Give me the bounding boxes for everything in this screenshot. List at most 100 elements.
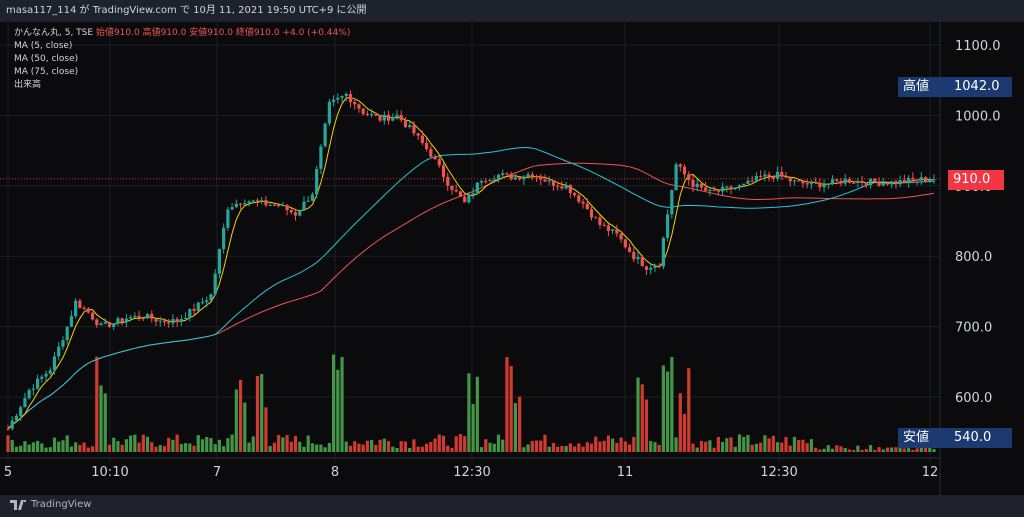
candle-body xyxy=(505,173,509,175)
candle-body xyxy=(340,95,344,98)
candle-body xyxy=(99,323,103,326)
candle-body xyxy=(843,178,847,184)
candle-body xyxy=(450,185,454,190)
volume-bar xyxy=(234,389,238,452)
legend-ma50[interactable]: MA (50, close) xyxy=(14,54,79,64)
candle-body xyxy=(57,346,61,357)
price-axis-label: 1000.0 xyxy=(955,109,1001,124)
candle-body xyxy=(674,164,678,191)
high-label: 高値 xyxy=(903,79,930,94)
volume-bar xyxy=(171,439,175,452)
candle-body xyxy=(323,123,327,147)
volume-bar xyxy=(10,440,14,452)
legend-symbol-row[interactable]: かんなん丸, 5, TSE 始値910.0 高値910.0 安値910.0 終値… xyxy=(14,27,350,40)
candle-body xyxy=(353,102,357,105)
volume-bar xyxy=(95,356,99,452)
candle-body xyxy=(441,165,446,177)
candle-body xyxy=(251,200,255,202)
candle-body xyxy=(551,180,556,186)
volume-bar xyxy=(733,446,737,452)
volume-bar xyxy=(737,434,742,452)
volume-bar xyxy=(243,402,247,452)
volume-bar xyxy=(61,440,65,452)
volume-bar xyxy=(534,440,539,452)
candle-body xyxy=(572,193,577,196)
volume-bar xyxy=(188,443,192,452)
volume-bar xyxy=(919,446,923,452)
volume-bar xyxy=(255,375,260,452)
candlestick-series xyxy=(6,90,936,431)
volume-bar xyxy=(306,435,310,452)
volume-bar xyxy=(560,445,564,452)
volume-bar xyxy=(23,441,27,452)
candle-body xyxy=(209,294,213,301)
volume-bar xyxy=(551,443,556,452)
volume-bar xyxy=(382,438,386,452)
tradingview-brand[interactable]: TradingView xyxy=(10,499,91,510)
candle-body xyxy=(382,114,386,121)
candle-body xyxy=(822,184,826,188)
volume-bar xyxy=(589,443,594,452)
ma5-line xyxy=(7,97,934,430)
candle-body xyxy=(763,174,767,177)
volume-bar xyxy=(615,442,619,452)
candle-body xyxy=(78,300,82,308)
volume-bar xyxy=(399,441,403,452)
candle-body xyxy=(564,184,568,189)
candle-body xyxy=(737,185,742,188)
ma50-line xyxy=(7,146,935,430)
volume-bar xyxy=(852,449,856,452)
candle-body xyxy=(898,180,902,185)
volume-bar xyxy=(594,436,598,452)
volume-bar xyxy=(471,404,475,452)
candle-body xyxy=(408,125,412,128)
candle-body xyxy=(374,114,378,116)
volume-bar xyxy=(425,443,429,452)
candle-body xyxy=(860,181,864,183)
volume-bar xyxy=(898,446,902,452)
candle-body xyxy=(894,181,898,185)
candle-body xyxy=(881,183,885,186)
legend-volume[interactable]: 出来高 xyxy=(14,80,42,90)
volume-bar xyxy=(35,440,40,452)
volume-bar xyxy=(251,436,255,452)
candle-body xyxy=(801,180,805,184)
volume-bar xyxy=(788,445,792,452)
volume-bar xyxy=(860,449,864,452)
publish-info-text: masa117_114 が TradingView.com で 10月 11, … xyxy=(6,5,367,16)
volume-bar xyxy=(378,439,382,452)
candle-body xyxy=(35,378,40,389)
volume-bar xyxy=(923,446,928,452)
candle-body xyxy=(175,319,179,323)
candle-body xyxy=(412,125,416,134)
volume-bar xyxy=(653,442,657,452)
chart-legend: かんなん丸, 5, TSE 始値910.0 高値910.0 安値910.0 終値… xyxy=(14,27,350,92)
volume-bar xyxy=(915,448,919,452)
candle-body xyxy=(200,302,205,304)
legend-ma75[interactable]: MA (75, close) xyxy=(14,67,79,77)
candle-body xyxy=(509,173,513,180)
candle-body xyxy=(319,146,323,169)
volume-bar xyxy=(885,447,890,452)
candle-body xyxy=(902,180,907,183)
volume-bar xyxy=(704,441,708,452)
candle-body xyxy=(780,171,784,177)
ma75-line xyxy=(7,162,935,430)
volume-bar xyxy=(192,445,196,452)
candle-body xyxy=(547,180,551,182)
candle-body xyxy=(238,203,243,205)
publish-info-bar: masa117_114 が TradingView.com で 10月 11, … xyxy=(0,0,1024,22)
volume-bar xyxy=(598,441,602,452)
volume-bar xyxy=(530,441,534,452)
price-chart[interactable]: 600.0700.0800.0900.01000.01100.0510:1078… xyxy=(0,22,1024,495)
volume-bar xyxy=(57,441,61,452)
volume-bar xyxy=(129,435,133,452)
candle-body xyxy=(830,179,835,184)
candle-body xyxy=(890,181,894,185)
candle-body xyxy=(31,388,35,390)
candle-body xyxy=(344,93,348,96)
volume-bar xyxy=(699,441,704,452)
candle-body xyxy=(712,189,716,191)
candle-body xyxy=(277,205,281,207)
legend-ma5[interactable]: MA (5, close) xyxy=(14,41,73,51)
